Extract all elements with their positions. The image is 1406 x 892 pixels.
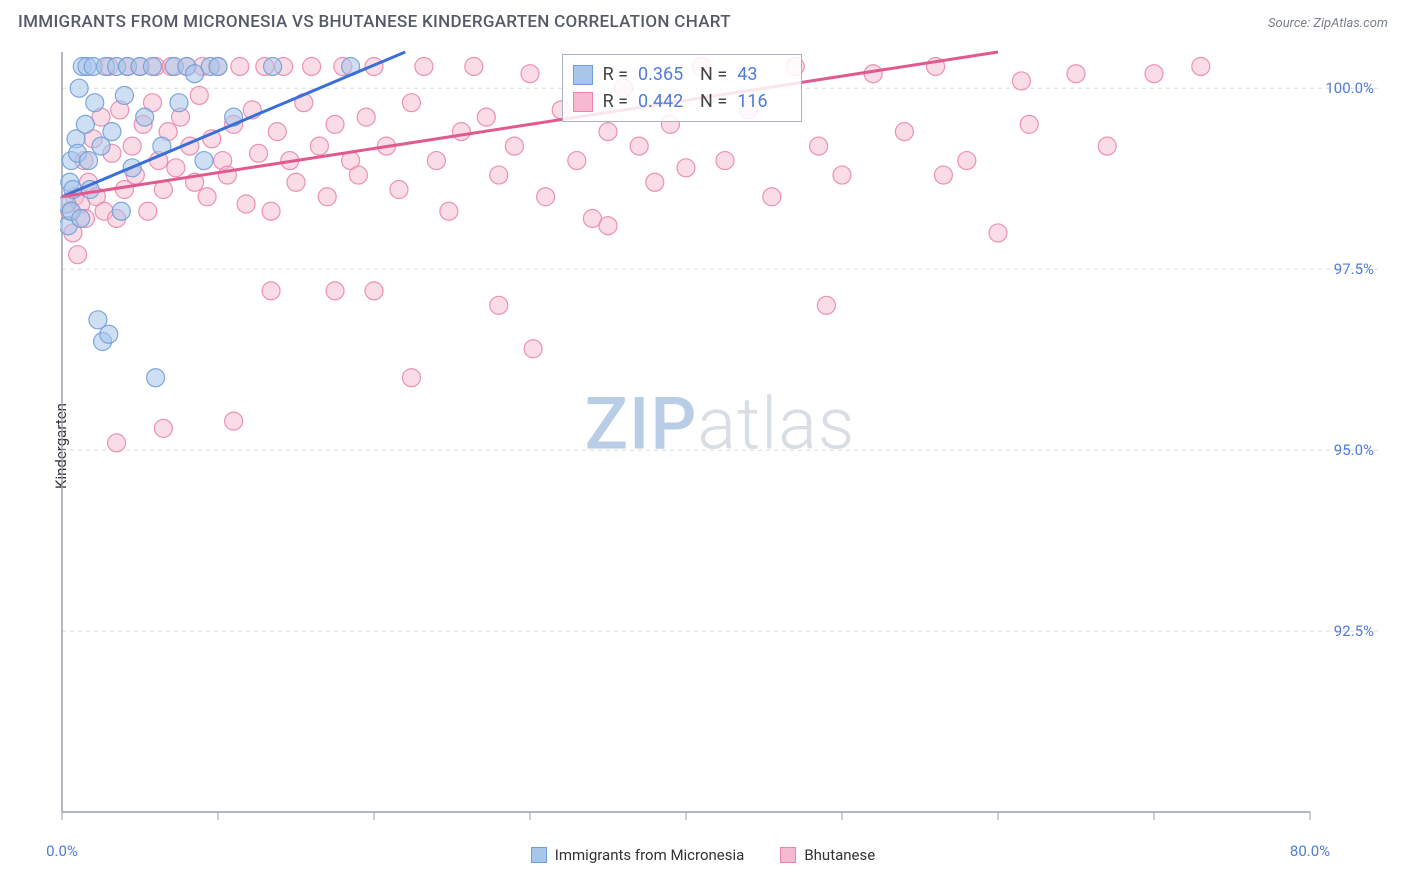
swatch-series-1	[573, 65, 593, 85]
n-value-series-1: 43	[737, 61, 789, 88]
y-tick-label: 95.0%	[1334, 441, 1380, 459]
legend-label-series-2: Bhutanese	[804, 846, 875, 864]
legend-swatch-series-1	[531, 847, 547, 863]
r-label: R =	[603, 88, 628, 115]
scatter-chart	[60, 48, 1380, 832]
n-label: N =	[700, 88, 727, 115]
stats-row-series-1: R = 0.365 N = 43	[573, 61, 790, 88]
swatch-series-2	[573, 92, 593, 112]
y-tick-label: 100.0%	[1325, 79, 1380, 97]
y-tick-label: 92.5%	[1334, 622, 1380, 640]
y-tick-label: 97.5%	[1334, 260, 1380, 278]
legend-swatch-series-2	[780, 847, 796, 863]
r-label: R =	[603, 61, 628, 88]
legend-label-series-1: Immigrants from Micronesia	[555, 846, 745, 864]
stats-row-series-2: R = 0.442 N = 116	[573, 88, 790, 115]
n-label: N =	[700, 61, 727, 88]
bottom-legend: Immigrants from Micronesia Bhutanese	[0, 846, 1406, 864]
n-value-series-2: 116	[737, 88, 789, 115]
legend-item-series-2: Bhutanese	[780, 846, 875, 864]
r-value-series-1: 0.365	[638, 61, 690, 88]
chart-title: IMMIGRANTS FROM MICRONESIA VS BHUTANESE …	[18, 12, 731, 32]
r-value-series-2: 0.442	[638, 88, 690, 115]
stats-legend: R = 0.365 N = 43 R = 0.442 N = 116	[562, 54, 803, 122]
legend-item-series-1: Immigrants from Micronesia	[531, 846, 745, 864]
chart-area: ZIPatlas R = 0.365 N = 43 R = 0.442 N = …	[60, 48, 1380, 832]
source-label: Source: ZipAtlas.com	[1268, 16, 1388, 31]
